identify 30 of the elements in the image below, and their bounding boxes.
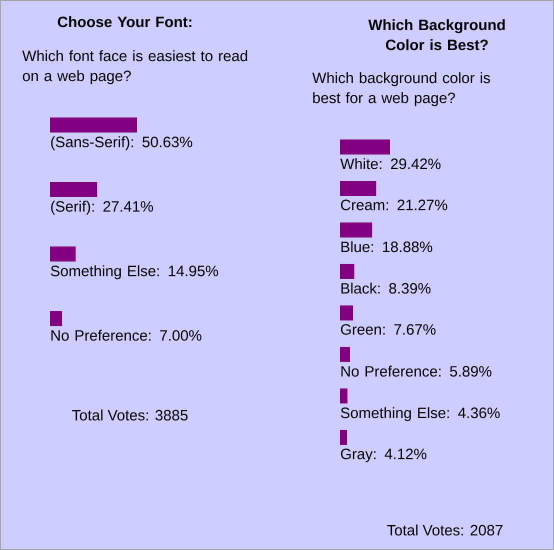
text: Total Votes: 3885 (72, 409, 188, 420)
data-label: Gray: 4.12% (340, 448, 426, 462)
data-label: White: 29.42% (340, 158, 441, 170)
bar (340, 139, 390, 154)
text: Which Background Color is Best? (368, 19, 505, 50)
data-label: Black: 8.39% (341, 282, 431, 294)
data-label: Something Else: 14.95% (50, 265, 218, 280)
chart-subtitle: Which font face is easiest to read on a web page? (22, 50, 248, 84)
bar (340, 264, 354, 279)
bar (340, 430, 348, 445)
data-label: (Sans-Serif): 50.63% (51, 136, 192, 150)
bar (50, 246, 76, 262)
data-label: No Preference: 5.89% (341, 366, 492, 377)
bar (340, 305, 354, 320)
data-label: No Preference: 7.00% (51, 330, 202, 341)
bar (50, 311, 62, 326)
bar (50, 182, 98, 198)
data-label: (Serif): 27.41% (51, 200, 154, 215)
data-label: Cream: 21.27% (340, 200, 448, 210)
bar (340, 180, 376, 196)
bar (340, 346, 350, 362)
bar (340, 222, 372, 238)
bar (50, 118, 138, 133)
data-label: Blue: 18.88% (341, 241, 432, 252)
data-label: Green: 7.67% (340, 324, 436, 335)
text: Total Votes: 2087 (387, 524, 502, 536)
data-label: Something Else: 4.36% (340, 407, 500, 422)
chart-subtitle: Which background color is best for a web page? (312, 72, 490, 106)
bar (340, 388, 348, 404)
chart-title: Choose Your Font: (58, 16, 192, 28)
